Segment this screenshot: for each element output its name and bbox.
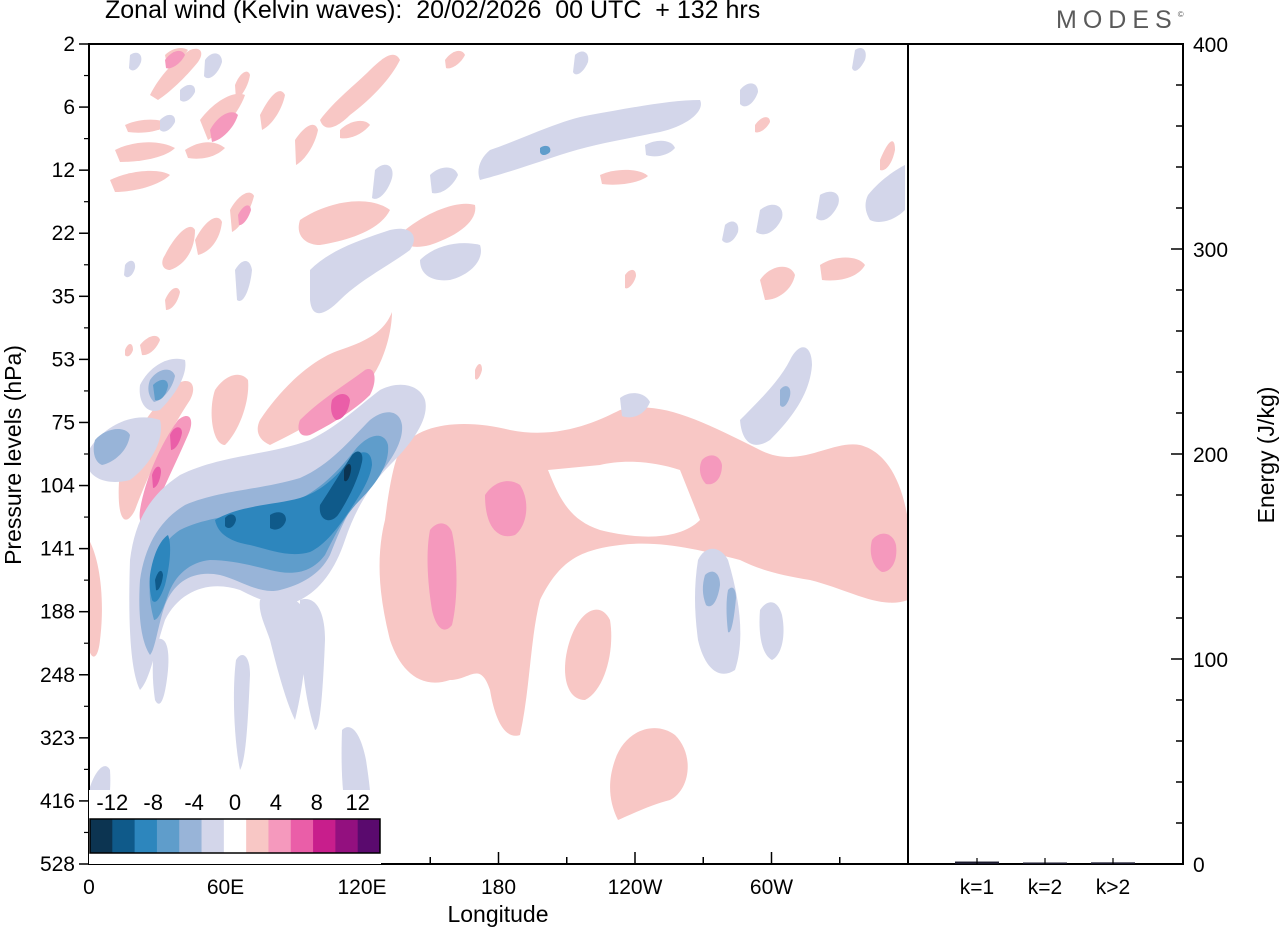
colorbar-cell [179, 819, 203, 853]
blue-strong-regions [149, 452, 372, 602]
pink-deep-regions [152, 394, 350, 488]
blue-dark-regions [155, 451, 363, 591]
energy-tick-label: 400 [1193, 34, 1228, 57]
colorbar-label: 12 [345, 790, 369, 815]
wind-contour-field [89, 47, 908, 840]
energy-tick-label: 200 [1193, 444, 1228, 467]
colorbar-cell [290, 819, 314, 853]
colorbar-label: -12 [96, 790, 128, 815]
x-tick-label: 60E [207, 876, 244, 899]
logo-mark: © [1177, 10, 1184, 19]
energy-tick-label: 0 [1193, 854, 1205, 877]
logo-text: MODES [1056, 6, 1178, 34]
chart-title: Zonal wind (Kelvin waves): 20/02/2026 00… [105, 0, 761, 24]
y-tick-label: 12 [52, 159, 75, 182]
modes-logo: MODES© [1056, 6, 1184, 35]
y-tick-label: 22 [52, 222, 75, 245]
energy-plot-frame [907, 43, 1184, 865]
energy-category-label: k=1 [960, 876, 994, 899]
x-tick-label: 120W [608, 876, 663, 899]
y-tick-label: 416 [40, 790, 75, 813]
colorbar-label: -4 [184, 790, 204, 815]
colorbar-label: 8 [311, 790, 323, 815]
y-tick-label: 6 [63, 96, 75, 119]
colorbar-cell [90, 819, 113, 853]
y-tick-label: 53 [52, 348, 75, 371]
y-axis: 2 6 12 22 35 53 75 104 141 188 248 323 416 528 [40, 33, 89, 876]
colorbar-cell [246, 819, 269, 853]
energy-category-label: k>2 [1096, 876, 1130, 899]
y-tick-label: 528 [40, 853, 75, 876]
y-tick-label: 75 [52, 411, 75, 434]
colorbar-cell [223, 819, 247, 853]
energy-tick-label: 300 [1193, 239, 1228, 262]
colorbar-cell [112, 819, 136, 853]
colorbar-cell [134, 819, 158, 853]
y-tick-label: 323 [40, 727, 75, 750]
x-tick-label: 0 [83, 876, 95, 899]
colorbar-frame [89, 818, 381, 854]
y-tick-label: 188 [40, 601, 75, 624]
energy-category-label: k=2 [1028, 876, 1062, 899]
energy-axis-label: Energy (J/kg) [1253, 387, 1279, 524]
energy-tick-label: 100 [1193, 649, 1228, 672]
colorbar-cell [201, 819, 225, 853]
x-axis: 0 60E 120E 180 120W 60W [83, 852, 909, 899]
x-axis-label: Longitude [447, 901, 548, 927]
y-tick-label: 2 [63, 33, 75, 56]
y-tick-label: 141 [40, 538, 75, 561]
colorbar-cell [335, 819, 359, 853]
y-axis-label: Pressure levels (hPa) [0, 345, 26, 565]
colorbar-label: -8 [143, 790, 163, 815]
colorbar-cell [156, 819, 180, 853]
y-tick-label: 35 [52, 285, 75, 308]
energy-axis: 0 100 200 300 400 [1171, 34, 1228, 877]
colorbar-cell [357, 819, 381, 853]
colorbar-label: 0 [229, 790, 241, 815]
x-tick-label: 180 [481, 876, 516, 899]
colorbar-cell [268, 819, 292, 853]
colorbar-cell [313, 819, 336, 853]
energy-category-labels: k=1 k=2 k>2 [960, 858, 1130, 899]
colorbar: -12 -8 -4 0 4 8 12 [89, 790, 381, 864]
x-tick-label: 60W [750, 876, 793, 899]
colorbar-label: 4 [270, 790, 282, 815]
blue-darkest-regions [344, 464, 352, 482]
y-tick-label: 248 [40, 664, 75, 687]
x-tick-label: 120E [337, 876, 386, 899]
y-tick-label: 104 [40, 475, 75, 498]
